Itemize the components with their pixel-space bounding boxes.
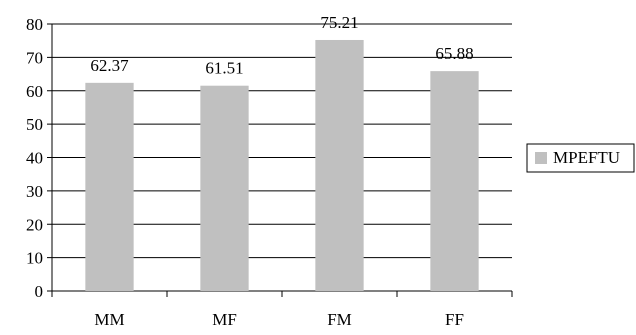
tick-labels: 0 10 20 30 40 50 60 70 80 MM MF FM FF bbox=[26, 15, 464, 329]
legend-swatch bbox=[535, 152, 547, 164]
y-tick-label-0: 0 bbox=[35, 282, 44, 301]
bar-fm bbox=[315, 39, 364, 291]
y-tick-label-80: 80 bbox=[26, 15, 43, 34]
y-tick-label-60: 60 bbox=[26, 82, 43, 101]
y-tick-label-20: 20 bbox=[26, 215, 43, 234]
data-label-ff: 65.88 bbox=[435, 44, 473, 63]
y-tick-label-70: 70 bbox=[26, 48, 43, 67]
bar-mf bbox=[200, 85, 249, 291]
legend-label: MPEFTU bbox=[553, 148, 620, 167]
data-label-mm: 62.37 bbox=[90, 56, 129, 75]
legend: MPEFTU bbox=[526, 143, 635, 173]
bar-ff bbox=[430, 71, 479, 291]
x-tick-label-fm: FM bbox=[327, 310, 352, 329]
bars bbox=[85, 39, 479, 292]
data-labels: 62.37 61.51 75.21 65.88 bbox=[90, 13, 473, 78]
bar-mm bbox=[85, 82, 134, 292]
x-tick-label-mm: MM bbox=[94, 310, 124, 329]
x-tick-label-mf: MF bbox=[212, 310, 237, 329]
data-label-fm: 75.21 bbox=[320, 13, 358, 32]
x-tick-label-ff: FF bbox=[445, 310, 464, 329]
y-tick-label-40: 40 bbox=[26, 149, 43, 168]
y-tick-label-30: 30 bbox=[26, 182, 43, 201]
y-tick-label-50: 50 bbox=[26, 115, 43, 134]
data-label-mf: 61.51 bbox=[205, 59, 243, 78]
y-tick-label-10: 10 bbox=[26, 249, 43, 268]
